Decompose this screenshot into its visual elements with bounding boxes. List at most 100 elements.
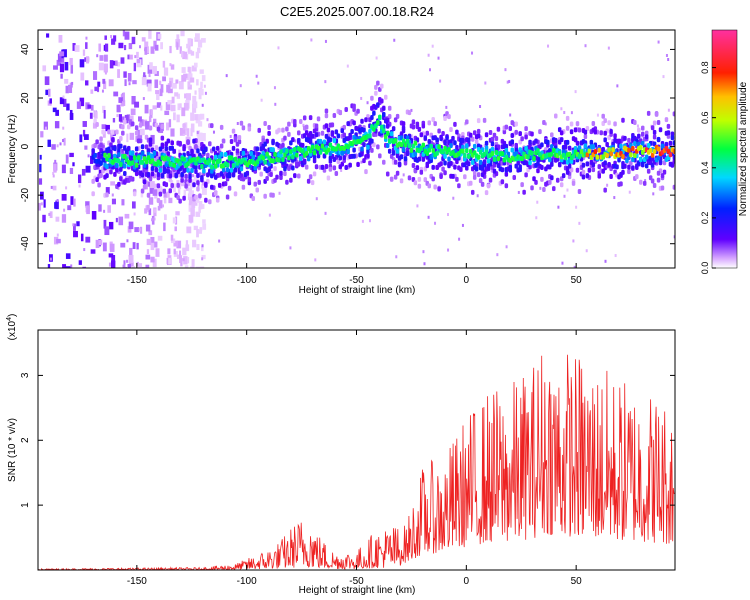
heatmap-cell	[237, 135, 242, 141]
heatmap-cell	[530, 131, 534, 137]
heatmap-cell	[92, 122, 97, 129]
heatmap-cell	[382, 112, 386, 118]
heatmap-cell	[572, 239, 575, 243]
heatmap-cell	[181, 51, 185, 58]
heatmap-cell	[199, 132, 203, 142]
heatmap-cell	[198, 158, 202, 164]
heatmap-cell	[437, 186, 441, 192]
heatmap-cell	[56, 233, 59, 237]
heatmap-cell	[368, 219, 371, 223]
heatmap-cell	[660, 143, 665, 149]
heatmap-cell	[164, 110, 170, 116]
heatmap-cell	[132, 191, 137, 197]
heatmap-cell	[144, 41, 149, 49]
heatmap-cell	[535, 216, 538, 220]
colorbar-label: Normalized spectral amplitude	[738, 81, 749, 216]
heatmap-cell	[182, 195, 186, 201]
heatmap-cell	[163, 222, 166, 232]
heatmap-cell	[192, 239, 197, 248]
heatmap-cell	[428, 68, 431, 72]
heatmap-cell	[111, 137, 115, 143]
heatmap-cell	[40, 202, 43, 206]
heatmap-cell	[393, 117, 398, 123]
snr-y-tick-label: 1	[20, 502, 31, 508]
heatmap-cell	[476, 154, 481, 160]
heatmap-cell	[561, 173, 566, 179]
heatmap-cell	[218, 239, 221, 243]
heatmap-cell	[79, 59, 85, 68]
heatmap-cell	[293, 118, 297, 124]
heatmap-cell	[368, 133, 372, 139]
heatmap-cell	[508, 126, 513, 132]
heatmap-cell	[429, 143, 433, 149]
heatmap-cell	[101, 157, 105, 163]
spectrogram-y-tick-label: 20	[20, 92, 31, 104]
heatmap-cell	[51, 144, 56, 150]
heatmap-cell	[439, 174, 443, 180]
heatmap-cell	[585, 161, 590, 167]
heatmap-cell	[279, 170, 283, 176]
heatmap-cell	[158, 191, 163, 197]
heatmap-cell	[452, 196, 455, 200]
heatmap-cell	[192, 199, 198, 206]
heatmap-cell	[183, 51, 188, 59]
heatmap-cell	[399, 154, 404, 160]
heatmap-cell	[239, 120, 244, 126]
heatmap-cell	[617, 138, 621, 144]
heatmap-cell	[294, 139, 297, 143]
heatmap-cell	[627, 147, 631, 153]
heatmap-cell	[191, 65, 197, 72]
heatmap-cell	[587, 167, 592, 173]
heatmap-cell	[85, 165, 91, 173]
heatmap-cell	[281, 127, 285, 133]
heatmap-cell	[267, 124, 271, 130]
heatmap-cell	[156, 183, 161, 189]
heatmap-cell	[315, 197, 318, 201]
heatmap-cell	[98, 239, 103, 246]
heatmap-cell	[550, 175, 554, 181]
heatmap-cell	[145, 224, 151, 232]
heatmap-cell	[61, 194, 67, 201]
heatmap-cell	[261, 155, 265, 161]
heatmap-cell	[156, 197, 161, 203]
spectrogram-x-ticks: -150 -100 -50 0 50	[127, 30, 582, 286]
heatmap-cell	[130, 108, 136, 116]
heatmap-cell	[314, 258, 317, 262]
heatmap-cell	[70, 64, 74, 74]
heatmap-cell	[591, 167, 596, 173]
heatmap-cell	[43, 199, 46, 208]
heatmap-cell	[129, 54, 133, 60]
heatmap-cell	[383, 94, 388, 100]
heatmap-cell	[650, 178, 655, 184]
heatmap-cell	[631, 156, 635, 162]
heatmap-cell	[423, 135, 428, 141]
heatmap-cell	[482, 117, 487, 123]
heatmap-cell	[47, 264, 51, 268]
heatmap-cell	[298, 119, 303, 125]
heatmap-cell	[548, 179, 552, 185]
heatmap-cell	[496, 155, 501, 161]
heatmap-cell	[115, 217, 118, 223]
heatmap-cell	[583, 134, 588, 140]
heatmap-cell	[609, 173, 613, 179]
heatmap-cell	[206, 118, 209, 122]
heatmap-cell	[98, 169, 102, 177]
heatmap-cell	[627, 137, 631, 143]
heatmap-cell	[601, 168, 605, 174]
heatmap-cell	[536, 148, 540, 154]
heatmap-cell	[492, 156, 497, 162]
heatmap-cell	[115, 150, 118, 154]
heatmap-cell	[465, 148, 469, 154]
heatmap-cell	[639, 179, 643, 185]
heatmap-cell	[383, 118, 388, 124]
heatmap-cell	[85, 201, 90, 208]
snr-y-tick-label: 3	[20, 372, 31, 378]
heatmap-cell	[421, 156, 426, 162]
heatmap-cell	[605, 152, 609, 158]
heatmap-cell	[540, 176, 544, 182]
heatmap-cell	[195, 153, 200, 160]
heatmap-cell	[198, 193, 202, 199]
heatmap-cell	[316, 116, 321, 122]
heatmap-cell	[654, 111, 659, 117]
heatmap-cell	[385, 130, 390, 136]
